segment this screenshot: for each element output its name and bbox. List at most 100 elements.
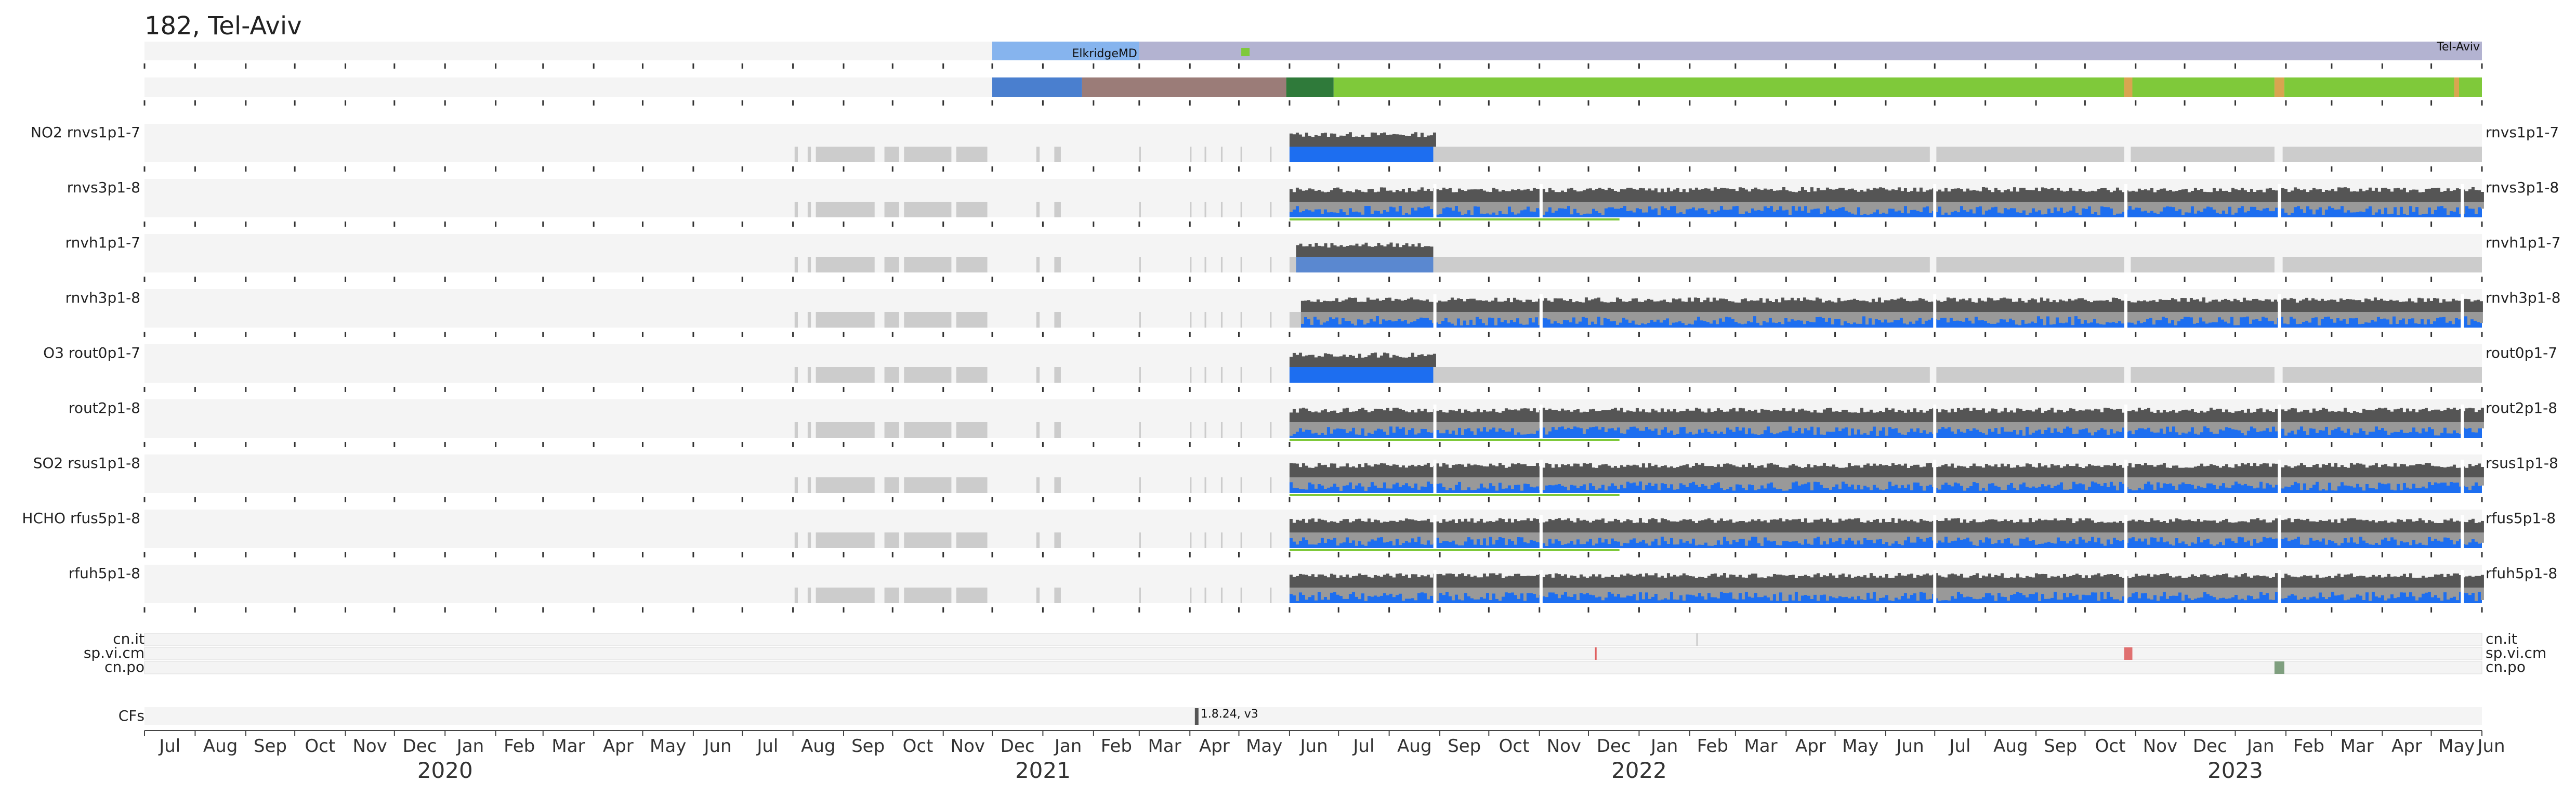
month-label: Oct <box>2095 736 2126 757</box>
series-row: NO2 rnvs1p1-7 rnvs1p1-7 <box>31 124 2559 162</box>
month-label: Jan <box>1054 736 1082 757</box>
month-label: Jul <box>756 736 778 757</box>
data-gap <box>2124 184 2127 217</box>
unavailable-segment <box>1220 312 1223 328</box>
unavailable-segment <box>1240 147 1242 162</box>
year-label: 2022 <box>1611 758 1667 783</box>
unavailable-segment <box>1139 477 1141 493</box>
unavailable-segment <box>807 257 811 272</box>
event-mark <box>1595 647 1597 660</box>
unavailable-segment <box>807 477 811 493</box>
series-label-left: SO2 rsus1p1-8 <box>33 454 140 472</box>
unavailable-segment <box>794 588 798 603</box>
location-track: ElkridgeMD Tel-Aviv <box>992 41 2482 60</box>
unavailable-segment <box>807 202 811 217</box>
unavailable-segment <box>1139 312 1141 328</box>
series-row: HCHO rfus5p1-8 rfus5p1-8 <box>22 510 2556 551</box>
unavailable-segment <box>1433 147 1930 162</box>
month-label: Apr <box>1199 736 1230 757</box>
series-label-left: rnvh1p1-7 <box>65 234 140 251</box>
status-segment <box>1333 77 2124 97</box>
month-label: Jun <box>2476 736 2505 757</box>
data-upper <box>1289 408 2484 422</box>
unavailable-segment <box>816 588 875 603</box>
unavailable-segment <box>1139 367 1141 383</box>
unavailable-segment <box>1139 422 1141 438</box>
month-label: Apr <box>2391 736 2422 757</box>
unavailable-segment <box>884 588 899 603</box>
flag-line <box>1289 549 1620 551</box>
unavailable-segment <box>956 477 988 493</box>
unavailable-segment <box>1054 477 1061 493</box>
time-axis: Jul Aug Sep Oct Nov Dec Jan Feb Mar Apr May Jun Jul A… <box>144 730 2505 783</box>
data-gap <box>2461 570 2464 603</box>
unavailable-segment <box>1139 257 1141 272</box>
unavailable-segment <box>816 422 875 438</box>
data-gap <box>2124 460 2127 493</box>
unavailable-segment <box>794 422 798 438</box>
year-label: 2020 <box>417 758 473 783</box>
data-mid <box>1289 588 2484 601</box>
event-mark <box>2124 647 2133 660</box>
series-row: rnvh1p1-7 rnvh1p1-7 <box>65 234 2560 272</box>
month-label: Mar <box>2341 736 2374 757</box>
series-label-right: rnvs3p1-8 <box>2486 179 2559 196</box>
month-label: Dec <box>403 736 437 757</box>
unavailable-segment <box>884 422 899 438</box>
unavailable-segment <box>1036 202 1040 217</box>
unavailable-segment <box>1054 257 1061 272</box>
unavailable-segment <box>956 312 988 328</box>
flag-line <box>1289 494 1620 496</box>
unavailable-segment <box>1036 147 1040 162</box>
unavailable-segment <box>1036 532 1040 548</box>
series-label-right: rout0p1-7 <box>2486 344 2557 361</box>
unavailable-segment <box>884 477 899 493</box>
unavailable-segment <box>2282 147 2482 162</box>
data-gap <box>1933 460 1937 493</box>
month-label: Jun <box>703 736 731 757</box>
unavailable-segment <box>904 477 952 493</box>
month-label: Apr <box>603 736 634 757</box>
status-segment <box>2284 77 2454 97</box>
unavailable-segment <box>904 257 952 272</box>
unavailable-segment <box>1220 532 1223 548</box>
unavailable-segment <box>1240 422 1242 438</box>
unavailable-segment <box>956 532 988 548</box>
series-row: rfuh5p1-8 rfuh5p1-8 <box>69 565 2557 603</box>
status-segment <box>992 77 1082 97</box>
series-label-left: rfuh5p1-8 <box>69 565 140 582</box>
month-label: Apr <box>1795 736 1826 757</box>
unavailable-segment <box>1220 422 1223 438</box>
unavailable-segment <box>1240 588 1242 603</box>
series-label-right: rout2p1-8 <box>2486 399 2557 416</box>
unavailable-segment <box>956 422 988 438</box>
location-segment <box>992 42 1139 60</box>
series-row: rnvh3p1-8 rnvh3p1-8 <box>65 289 2560 328</box>
unavailable-segment <box>1204 147 1206 162</box>
unavailable-segment <box>794 202 798 217</box>
month-label: Jul <box>1352 736 1374 757</box>
data-upper <box>1289 353 1436 367</box>
unavailable-segment <box>1139 532 1141 548</box>
unavailable-segment <box>1270 477 1272 493</box>
series-label-right: rnvh3p1-8 <box>2486 289 2560 306</box>
month-label: Aug <box>1397 736 1431 757</box>
unavailable-segment <box>1054 147 1061 162</box>
status-segment <box>1286 77 1334 97</box>
event-row-bg <box>144 647 2482 660</box>
unavailable-segment <box>1204 588 1206 603</box>
series-label-left: rnvh3p1-8 <box>65 289 140 306</box>
data-upper <box>1296 242 1434 257</box>
unavailable-segment <box>884 202 899 217</box>
unavailable-segment <box>1220 147 1223 162</box>
month-label: Nov <box>951 736 985 757</box>
month-label: May <box>1246 736 1282 757</box>
event-row: cn.it cn.it <box>113 630 2517 647</box>
location-label: Tel-Aviv <box>2436 41 2480 54</box>
data-gap <box>2124 570 2127 603</box>
unavailable-segment <box>2131 257 2275 272</box>
month-label: Feb <box>1101 736 1132 757</box>
unavailable-segment <box>1190 422 1192 438</box>
